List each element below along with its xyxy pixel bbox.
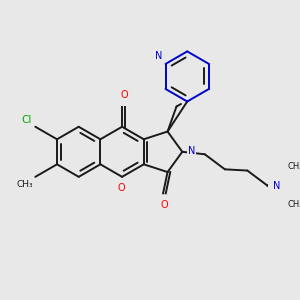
Text: Cl: Cl — [21, 115, 32, 125]
Text: CH₃: CH₃ — [288, 162, 300, 171]
Text: O: O — [160, 200, 168, 211]
Text: O: O — [120, 90, 128, 100]
Text: N: N — [188, 146, 195, 156]
Text: N: N — [273, 181, 280, 190]
Text: N: N — [154, 51, 162, 61]
Text: CH₃: CH₃ — [288, 200, 300, 209]
Text: CH₃: CH₃ — [16, 179, 33, 188]
Text: O: O — [117, 183, 125, 193]
